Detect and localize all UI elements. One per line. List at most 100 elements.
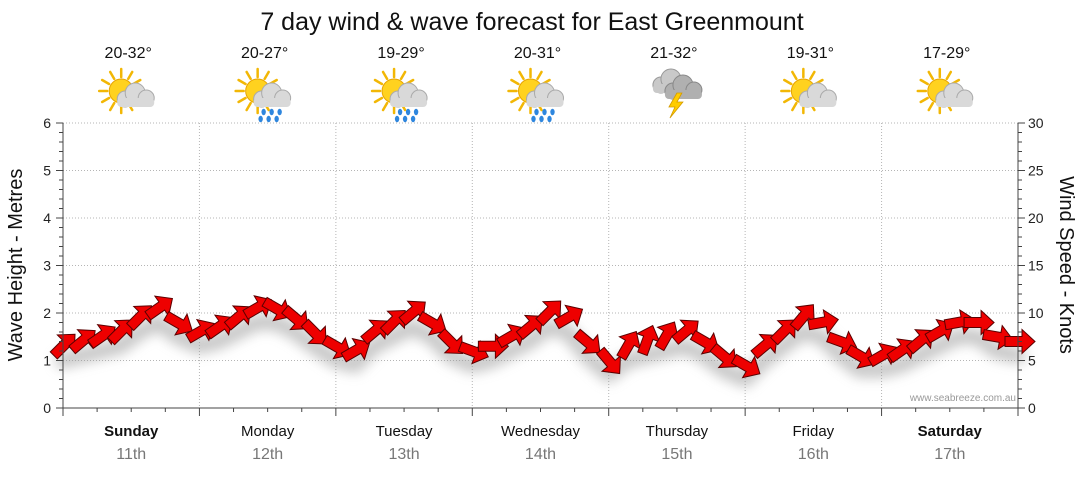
sun-ray: [100, 78, 111, 86]
sun-ray: [518, 101, 525, 112]
wind-arrow: [845, 344, 876, 369]
sun-ray: [245, 101, 252, 112]
wind-arrow: [535, 300, 562, 327]
day-temperature: 21-32°: [650, 45, 697, 62]
wind-arrow: [709, 342, 737, 369]
day-temperature: 20-32°: [105, 45, 152, 62]
wind-arrow: [553, 304, 584, 330]
wind-arrow: [573, 328, 601, 354]
right-tick-label: 5: [1028, 353, 1036, 369]
rain-drop: [550, 108, 555, 116]
sun-ray: [518, 70, 525, 81]
left-tick-label: 3: [43, 258, 51, 274]
right-tick-label: 20: [1028, 210, 1044, 226]
cloud-base: [799, 98, 837, 107]
wind-arrows: [49, 295, 1036, 379]
wind-arrow: [515, 314, 544, 341]
sun-ray: [791, 101, 798, 112]
right-tick-label: 25: [1028, 163, 1044, 179]
rain-drop: [402, 115, 408, 123]
sun-ray: [809, 70, 816, 81]
rain-drop: [410, 115, 416, 123]
sun-ray: [237, 96, 247, 104]
sun-ray: [783, 78, 793, 86]
day-temperature: 19-29°: [377, 45, 424, 62]
day-temperature: 20-31°: [514, 45, 561, 62]
day-date-label: 11th: [116, 446, 146, 463]
rain-drop: [531, 115, 536, 123]
left-tick-label: 2: [43, 305, 51, 321]
cloud-shape: [389, 82, 428, 108]
storm-cloud-icon: [652, 68, 703, 119]
day-name-label: Friday: [793, 423, 835, 440]
cloud-shape: [253, 82, 292, 108]
day-temperature: 20-27°: [241, 45, 288, 62]
sun-ray: [919, 96, 929, 104]
sun-ray: [536, 70, 543, 81]
cloud-base: [253, 98, 291, 107]
sun-ray: [126, 70, 134, 81]
sun-ray: [510, 96, 520, 104]
left-tick-label: 4: [43, 210, 51, 226]
rain-drop: [413, 108, 419, 116]
wind-arrow: [163, 310, 193, 336]
wind-arrow: [963, 309, 995, 336]
cloud-base: [935, 98, 973, 107]
sun-ray: [108, 101, 116, 112]
right-tick-label: 15: [1028, 258, 1044, 274]
rain-drop: [277, 108, 282, 116]
wind-arrow: [635, 324, 661, 357]
y-axis-label-right: Wind Speed - Knots: [1055, 176, 1077, 354]
left-tick-label: 0: [43, 400, 51, 416]
wind-arrow: [789, 304, 815, 332]
day-name-label: Wednesday: [501, 423, 580, 440]
rain-drop: [269, 108, 274, 116]
right-tick-label: 0: [1028, 400, 1036, 416]
sun-cloud-rain-icon: [507, 67, 564, 123]
day-date-label: 14th: [525, 446, 556, 463]
day-date-label: 16th: [798, 446, 829, 463]
sun-ray: [945, 70, 953, 81]
sun-ray: [510, 78, 520, 86]
day-date-label: 13th: [389, 446, 420, 463]
wind-arrow: [671, 319, 699, 345]
wind-arrow: [416, 310, 447, 336]
rain-drop: [397, 108, 403, 116]
sun-ray: [245, 70, 252, 81]
wind-arrow: [437, 328, 463, 355]
rain-drop: [539, 115, 544, 123]
sun-cloud-icon: [97, 67, 155, 115]
rain-drop: [534, 108, 539, 116]
left-tick-label: 6: [43, 115, 51, 131]
axes: 0 1 2 3 4 5 6 0 5 10 15 20 25 30: [43, 115, 1044, 416]
sun-ray: [927, 101, 935, 112]
day-name-label: Sunday: [104, 423, 159, 440]
sun-ray: [381, 70, 389, 81]
day-date-label: 15th: [661, 446, 692, 463]
day-temperature: 17-29°: [923, 45, 970, 62]
cloud-base: [117, 98, 155, 107]
rain-drop: [547, 115, 552, 123]
wind-arrow: [595, 346, 622, 375]
day-name-label: Thursday: [646, 423, 709, 440]
cloud-shape: [116, 82, 155, 108]
cloud-base: [664, 90, 702, 99]
day-temperature: 19-31°: [787, 45, 834, 62]
wind-arrow: [300, 318, 327, 345]
rain-drop: [261, 108, 266, 116]
day-date-label: 17th: [934, 446, 965, 463]
sun-ray: [783, 96, 793, 104]
wind-arrow: [616, 330, 641, 361]
sun-ray: [373, 78, 384, 86]
sun-cloud-rain-icon: [234, 67, 292, 123]
cloud-shape: [798, 82, 837, 108]
sun-cloud-icon: [780, 67, 837, 115]
chart-title: 7 day wind & wave forecast for East Gree…: [260, 8, 803, 36]
wind-shadow-band: [55, 314, 1026, 388]
day-name-label: Monday: [241, 423, 295, 440]
right-tick-label: 10: [1028, 305, 1044, 321]
wind-shadow: [55, 314, 1026, 388]
day-date-label: 12th: [252, 446, 283, 463]
sun-ray: [373, 96, 384, 104]
